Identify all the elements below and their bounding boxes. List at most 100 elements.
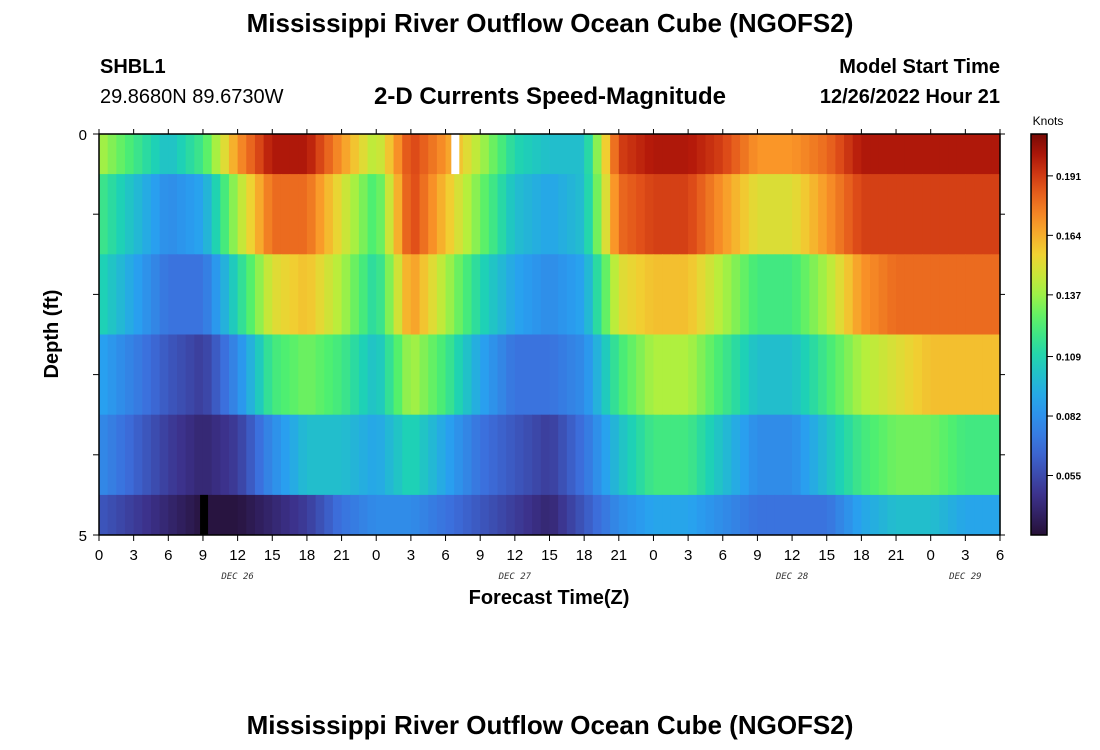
heatmap-cell: [653, 134, 663, 175]
heatmap-cell: [384, 334, 395, 416]
heatmap-cell: [471, 494, 481, 536]
heatmap-cell: [168, 134, 178, 175]
heatmap-cell: [289, 414, 299, 496]
heatmap-cell: [462, 254, 473, 335]
heatmap-cell: [800, 414, 810, 496]
heatmap-cell: [176, 414, 187, 496]
heatmap-cell: [757, 134, 767, 175]
heatmap-cell: [280, 414, 291, 496]
heatmap-cell: [367, 494, 377, 536]
heatmap-cell: [835, 174, 845, 255]
heatmap-cell: [376, 494, 386, 536]
heatmap-cell: [575, 254, 585, 335]
heatmap-cell: [185, 494, 195, 536]
heatmap-cell: [220, 174, 230, 255]
x-tick-label: 21: [610, 547, 627, 564]
heatmap-cell: [332, 254, 343, 335]
heatmap-cell: [159, 254, 169, 335]
heatmap-cell: [627, 334, 637, 416]
heatmap-cell: [956, 174, 966, 255]
heatmap-cell: [939, 334, 949, 416]
x-tick-label: 0: [927, 547, 935, 564]
heatmap-cell: [878, 494, 888, 536]
heatmap-cell: [384, 254, 395, 335]
day-label: DEC 27: [498, 572, 532, 582]
heatmap-cell: [194, 494, 204, 536]
heatmap-cell: [159, 174, 169, 255]
heatmap-cell: [514, 334, 525, 416]
heatmap-cell: [774, 254, 785, 335]
heatmap-cell: [523, 414, 533, 496]
heatmap-cell: [991, 134, 1001, 175]
heatmap-cell: [662, 414, 672, 496]
heatmap-cell: [861, 414, 871, 496]
heatmap-cell: [748, 174, 759, 255]
heatmap-cell: [878, 334, 888, 416]
heatmap-cell: [454, 334, 464, 416]
heatmap-cell: [774, 174, 785, 255]
heatmap-cell: [584, 134, 594, 175]
heatmap-cell: [826, 134, 836, 175]
heatmap-cell: [298, 414, 308, 496]
heatmap-cell: [358, 334, 369, 416]
heatmap-cell: [722, 334, 733, 416]
heatmap-cell: [792, 414, 802, 496]
model-start-value: 12/26/2022 Hour 21: [819, 86, 1000, 108]
heatmap-cell: [220, 494, 230, 536]
heatmap-cell: [566, 494, 577, 536]
heatmap-cell: [358, 134, 369, 175]
heatmap-cell: [263, 254, 273, 335]
heatmap-cell: [341, 414, 351, 496]
heatmap-cell: [315, 494, 325, 536]
heatmap-cell: [844, 414, 854, 496]
heatmap-cell: [714, 414, 724, 496]
heatmap-cell: [991, 254, 1001, 335]
heatmap-cell: [965, 174, 975, 255]
heatmap-cell: [289, 174, 299, 255]
heatmap-cell: [142, 134, 152, 175]
heatmap-cell: [272, 134, 282, 175]
heatmap-cell: [341, 174, 351, 255]
heatmap-cell: [670, 174, 681, 255]
heatmap-cell: [722, 494, 733, 536]
heatmap-cell: [150, 254, 161, 335]
heatmap-cell: [428, 254, 438, 335]
heatmap-cell: [705, 174, 715, 255]
heatmap-cell: [922, 414, 932, 496]
colorbar-tick-label: 0.082: [1056, 412, 1081, 423]
heatmap-cell: [696, 134, 707, 175]
heatmap-cell: [991, 414, 1001, 496]
heatmap-cell: [965, 334, 975, 416]
heatmap-cell: [246, 334, 256, 416]
heatmap-cell: [376, 174, 386, 255]
heatmap-cell: [991, 174, 1001, 255]
heatmap-cell: [263, 334, 273, 416]
heatmap-cell: [176, 134, 187, 175]
heatmap-cell: [532, 254, 542, 335]
heatmap-cell: [523, 494, 533, 536]
heatmap-cell: [410, 134, 421, 175]
heatmap-cell: [124, 134, 135, 175]
heatmap-cell: [116, 414, 126, 496]
heatmap-cell: [939, 414, 949, 496]
x-tick-label: 15: [264, 547, 281, 564]
heatmap-cell: [133, 254, 143, 335]
heatmap-cell: [194, 254, 204, 335]
heatmap-cell: [679, 494, 689, 536]
heatmap-cell: [471, 254, 481, 335]
heatmap-cell: [861, 174, 871, 255]
heatmap-cell: [852, 494, 862, 536]
heatmap-cell: [948, 414, 958, 496]
heatmap-cell: [705, 334, 715, 416]
heatmap-cell: [714, 174, 724, 255]
heatmap-cell: [913, 494, 923, 536]
heatmap-cell: [280, 254, 291, 335]
heatmap-cell: [540, 254, 551, 335]
heatmap-cell: [740, 134, 750, 175]
x-tick-label: 6: [996, 547, 1004, 564]
heatmap-cell: [766, 494, 776, 536]
heatmap-cell: [904, 334, 914, 416]
heatmap-cell: [142, 414, 152, 496]
heatmap-cell: [913, 174, 923, 255]
